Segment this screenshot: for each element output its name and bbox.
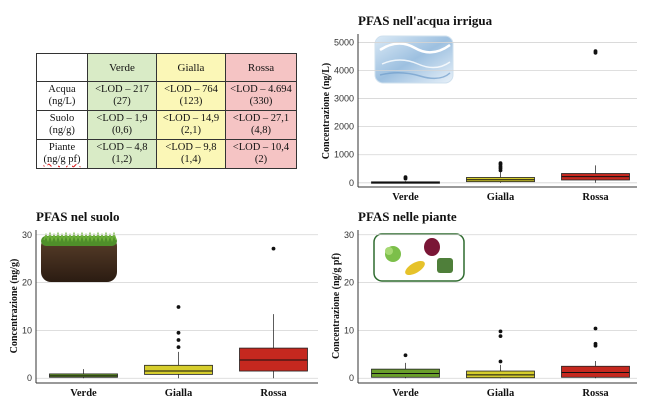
table-header-verde: Verde xyxy=(87,53,157,82)
outlier-point xyxy=(176,345,181,350)
y-tick-label: 3000 xyxy=(334,94,354,104)
x-tick-label: Gialla xyxy=(165,388,193,399)
soil-illustration xyxy=(41,231,117,282)
y-tick-label: 20 xyxy=(22,278,32,288)
chart-title: PFAS nel suolo xyxy=(36,209,120,224)
outlier-point xyxy=(176,338,181,342)
x-tick-label: Verde xyxy=(392,192,419,203)
chart-panel-suolo: PFAS nel suolo Concentrazione (ng/g) 0 10… xyxy=(9,209,318,399)
y-axis-label: Concentrazione (ng/g) xyxy=(9,259,20,354)
outlier-point xyxy=(176,330,181,335)
outlier-point xyxy=(271,246,276,251)
y-tick-label: 30 xyxy=(22,230,32,240)
box-rossa xyxy=(239,246,308,379)
outlier-point xyxy=(176,305,181,309)
outlier-point xyxy=(498,359,503,364)
outlier-point xyxy=(403,175,408,180)
x-tick-label: Rossa xyxy=(582,388,609,399)
box-iqr xyxy=(561,365,630,378)
row-label: Acqua (ng/L) xyxy=(36,81,88,111)
y-axis-label: Concentrazione (ng/g pf) xyxy=(331,253,342,359)
y-axis-label: Concentrazione (ng/L) xyxy=(321,63,332,159)
box-gialla xyxy=(466,161,535,183)
outlier-point xyxy=(593,341,598,346)
box-verde xyxy=(371,353,440,379)
summary-table: Verde Gialla Rossa Acqua (ng/L) <LOD – 21… xyxy=(36,53,297,169)
row-label: Piante (ng/g pf) xyxy=(36,139,88,169)
x-tick-label: Verde xyxy=(70,388,97,399)
y-tick-label: 20 xyxy=(344,278,354,288)
outlier-point xyxy=(593,326,598,331)
cell-rossa: <LOD – 27,1 (4,8) xyxy=(225,110,297,140)
y-tick-label: 30 xyxy=(344,230,354,240)
y-tick-label: 0 xyxy=(349,373,354,383)
table-header-gialla: Gialla xyxy=(156,53,226,82)
chart-title: PFAS nelle piante xyxy=(358,209,457,224)
chart-panel-acqua: PFAS nell'acqua irrigua Concentrazione (… xyxy=(321,13,637,203)
outlier-point xyxy=(498,334,503,339)
y-tick-label: 10 xyxy=(344,325,354,335)
outlier-point xyxy=(498,161,503,166)
table-row-acqua: Acqua (ng/L) <LOD – 217 (27) <LOD – 764 (12… xyxy=(36,81,297,111)
cell-gialla: <LOD – 764 (123) xyxy=(156,81,226,111)
x-tick-label: Verde xyxy=(392,388,419,399)
cell-verde: <LOD – 1,9 (0,6) xyxy=(87,110,157,140)
box-iqr xyxy=(144,364,213,375)
cell-rossa: <LOD – 10,4 (2) xyxy=(225,139,297,169)
y-tick-label: 0 xyxy=(27,373,32,383)
y-tick-label: 10 xyxy=(22,325,32,335)
y-tick-label: 0 xyxy=(349,178,354,188)
cell-verde: <LOD – 4,8 (1,2) xyxy=(87,139,157,169)
chart-title: PFAS nell'acqua irrigua xyxy=(358,13,493,28)
x-tick-label: Gialla xyxy=(487,192,515,203)
cell-gialla: <LOD – 9,8 (1,4) xyxy=(156,139,226,169)
table-row-piante: Piante (ng/g pf) <LOD – 4,8 (1,2) <LOD – 9… xyxy=(36,139,297,169)
water-illustration xyxy=(374,35,454,84)
box-rossa xyxy=(561,326,630,379)
outlier-point xyxy=(498,329,503,334)
x-tick-label: Rossa xyxy=(582,192,609,203)
box-rossa xyxy=(561,49,630,183)
outlier-point xyxy=(403,353,408,358)
x-tick-label: Gialla xyxy=(487,388,515,399)
table-header-row: Verde Gialla Rossa xyxy=(36,53,297,82)
box-verde xyxy=(49,369,118,379)
plants-illustration xyxy=(373,233,465,282)
x-tick-label: Rossa xyxy=(260,388,287,399)
y-tick-label: 1000 xyxy=(334,150,354,160)
cell-verde: <LOD – 217 (27) xyxy=(87,81,157,111)
y-tick-label: 4000 xyxy=(334,65,354,75)
table-row-suolo: Suolo (ng/g) <LOD – 1,9 (0,6) <LOD – 14,9(… xyxy=(36,110,297,140)
outlier-point xyxy=(593,49,598,54)
box-gialla xyxy=(466,329,535,379)
box-verde xyxy=(371,175,440,184)
chart-panel-piante: PFAS nelle piante Concentrazione (ng/g p… xyxy=(331,209,637,399)
box-gialla xyxy=(144,305,213,379)
y-tick-label: 5000 xyxy=(334,37,354,47)
y-tick-label: 2000 xyxy=(334,122,354,132)
